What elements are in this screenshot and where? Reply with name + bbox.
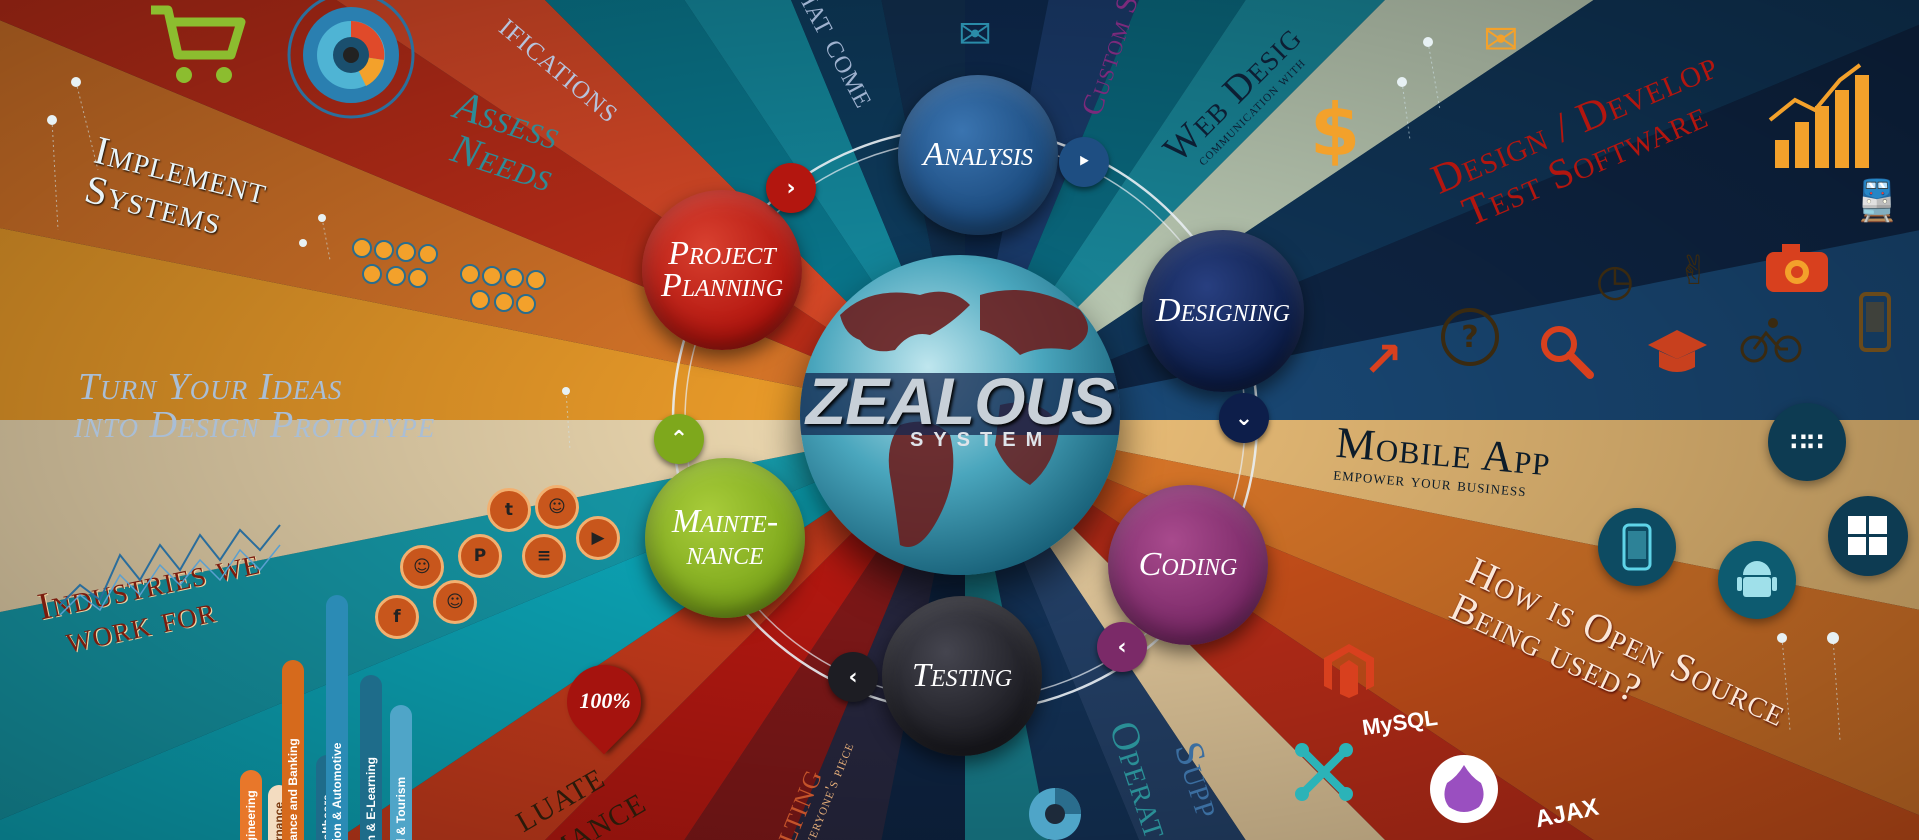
- project-planning-node[interactable]: Project Planning: [642, 190, 802, 350]
- twitter-icon: t: [487, 488, 531, 532]
- testing-node[interactable]: Testing: [882, 596, 1042, 756]
- turn-ideas-line2: into Design Prototype: [74, 404, 436, 446]
- project-planning-label-line2: Planning: [660, 267, 784, 304]
- search-icon: [1535, 320, 1595, 380]
- people-icons-group-2: [458, 262, 568, 322]
- designing-label: Designing: [1156, 291, 1290, 329]
- analysis-node[interactable]: Analysis: [898, 75, 1058, 235]
- logo-sub-text: SYSTEM: [910, 429, 1053, 451]
- maintenance-label-line2: nance: [686, 535, 764, 572]
- phone-icon: [1855, 292, 1895, 352]
- industry-bar: Education & E-Learning: [360, 675, 382, 840]
- chevron-down-icon[interactable]: ⌄: [1219, 393, 1269, 443]
- question-icon: ?: [1441, 308, 1499, 366]
- chevron-up-right-icon[interactable]: ›: [766, 163, 816, 213]
- pie-chart-icon: [1026, 785, 1084, 840]
- facebook-icon: f: [375, 595, 419, 639]
- bar-chart-arrow-icon: [1765, 60, 1885, 170]
- blackberry-icon: ∷∷: [1768, 403, 1846, 481]
- play-icon: ▶: [576, 516, 620, 560]
- target-chart-icon: [286, 0, 416, 120]
- thumbs-up-icon: ✌: [1677, 248, 1711, 294]
- pinterest-icon: P: [458, 534, 502, 578]
- turn-ideas-line1: Turn Your Ideas: [78, 366, 343, 408]
- bicycle-icon: [1740, 315, 1802, 365]
- industry-bar: Travel & Tourism: [390, 705, 412, 840]
- designing-node[interactable]: Designing: [1142, 230, 1304, 392]
- logo-main-text: ZEALOUS: [805, 364, 1115, 438]
- dollar-icon: $: [1309, 88, 1361, 172]
- envelope-icon: ✉: [958, 12, 992, 58]
- people-icons-group-1: [350, 236, 460, 296]
- rss-icon: ≡: [522, 534, 566, 578]
- shopping-cart-icon: [146, 0, 246, 90]
- chevron-right-icon[interactable]: ‣: [1059, 137, 1109, 187]
- zealous-globe-logo: ZEALOUS SYSTEM: [800, 255, 1120, 575]
- industry-bar: Transportation & Automotive: [326, 595, 348, 840]
- graduation-cap-icon: [1645, 325, 1710, 380]
- industries-line-chart: [60, 524, 281, 616]
- drupal-icon: [1430, 755, 1498, 823]
- joomla-icon: [1292, 740, 1356, 804]
- arrow-icon: ↗: [1362, 332, 1404, 388]
- industry-bar: nance, Insurance and Banking: [282, 660, 304, 840]
- coding-node[interactable]: Coding: [1108, 485, 1268, 645]
- android-icon: [1718, 541, 1796, 619]
- project-planning-label-line1: Project: [668, 234, 776, 272]
- train-icon: 🚆: [1852, 177, 1902, 224]
- people-icon: ☺: [400, 545, 444, 589]
- envelope-icon: ✉: [1483, 14, 1519, 64]
- world-map-icon: [840, 290, 1088, 547]
- analysis-label: Analysis: [923, 135, 1033, 173]
- camera-icon: [1762, 240, 1832, 295]
- chevron-up-icon[interactable]: ⌃: [654, 414, 704, 464]
- industry-bar: Engineering: [240, 770, 262, 840]
- windows-icon: [1828, 496, 1908, 576]
- people-icon: ☺: [535, 485, 579, 529]
- maintenance-node[interactable]: Mainte- nance: [645, 458, 805, 618]
- clock-icon: ◷: [1595, 254, 1635, 306]
- magento-icon: [1318, 640, 1380, 702]
- chevron-left-icon[interactable]: ‹: [828, 652, 878, 702]
- percent-label: 100%: [579, 688, 631, 713]
- iphone-icon: [1598, 508, 1676, 586]
- chevron-down-left-icon[interactable]: ‹: [1097, 622, 1147, 672]
- maintenance-label-line1: Mainte-: [671, 502, 779, 540]
- people-icon: ☺: [433, 580, 477, 624]
- turn-ideas-text: Turn Your Ideas into Design Prototype: [74, 366, 435, 444]
- testing-label: Testing: [911, 656, 1013, 694]
- coding-label: Coding: [1138, 545, 1238, 583]
